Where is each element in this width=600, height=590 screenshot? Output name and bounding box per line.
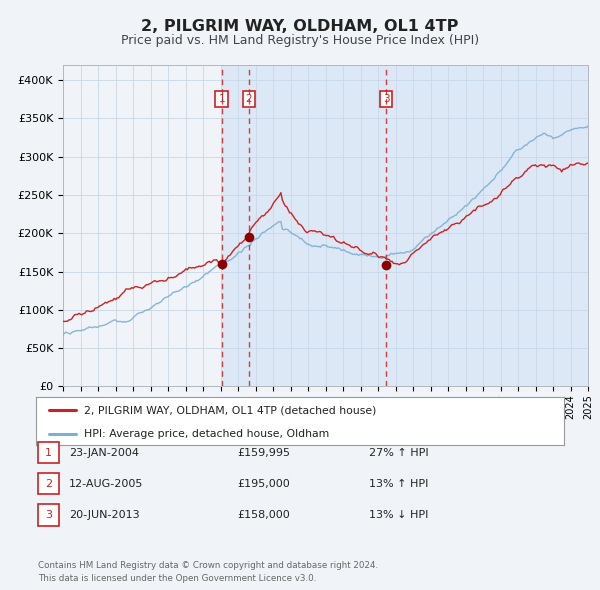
Text: 27% ↑ HPI: 27% ↑ HPI [369,448,428,457]
Text: 3: 3 [45,510,52,520]
Text: 2, PILGRIM WAY, OLDHAM, OL1 4TP (detached house): 2, PILGRIM WAY, OLDHAM, OL1 4TP (detache… [83,405,376,415]
Text: 3: 3 [383,94,389,104]
Text: 13% ↓ HPI: 13% ↓ HPI [369,510,428,520]
Text: £159,995: £159,995 [237,448,290,457]
Text: Price paid vs. HM Land Registry's House Price Index (HPI): Price paid vs. HM Land Registry's House … [121,34,479,47]
Text: 12-AUG-2005: 12-AUG-2005 [69,479,143,489]
Text: 23-JAN-2004: 23-JAN-2004 [69,448,139,457]
Text: 20-JUN-2013: 20-JUN-2013 [69,510,140,520]
Text: 1: 1 [218,94,225,104]
Text: Contains HM Land Registry data © Crown copyright and database right 2024.
This d: Contains HM Land Registry data © Crown c… [38,562,378,583]
Text: 1: 1 [45,448,52,457]
Text: HPI: Average price, detached house, Oldham: HPI: Average price, detached house, Oldh… [83,429,329,439]
Bar [222,65,588,386]
Text: 2: 2 [45,479,52,489]
Text: 2, PILGRIM WAY, OLDHAM, OL1 4TP: 2, PILGRIM WAY, OLDHAM, OL1 4TP [142,19,458,34]
Text: 13% ↑ HPI: 13% ↑ HPI [369,479,428,489]
Text: £195,000: £195,000 [237,479,290,489]
Text: £158,000: £158,000 [237,510,290,520]
Text: 2: 2 [245,94,252,104]
